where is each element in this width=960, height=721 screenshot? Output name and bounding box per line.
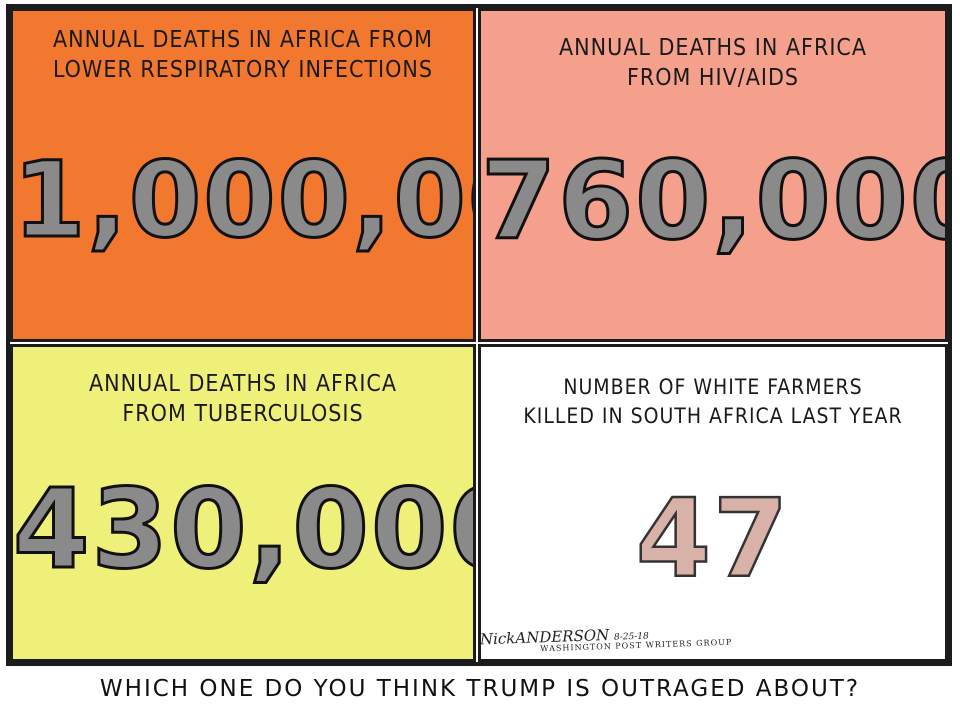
panel-respiratory: ANNUAL DEATHS IN AFRICA FROM LOWER RESPI… — [10, 8, 476, 342]
panel-hiv-aids: ANNUAL DEATHS IN AFRICA FROM HIV/AIDS 76… — [478, 8, 948, 342]
panel-caption: ANNUAL DEATHS IN AFRICA FROM LOWER RESPI… — [52, 27, 434, 83]
panel-caption: NUMBER OF WHITE FARMERS KILLED IN SOUTH … — [523, 375, 903, 428]
panel-number: 760,000 — [481, 138, 948, 266]
panel-number: 430,000 — [13, 464, 473, 595]
bottom-caption: WHICH ONE DO YOU THINK TRUMP IS OUTRAGED… — [99, 676, 861, 702]
comic-frame — [6, 4, 952, 666]
panel-caption: ANNUAL DEATHS IN AFRICA FROM TUBERCULOSI… — [88, 371, 398, 427]
panel-tuberculosis: ANNUAL DEATHS IN AFRICA FROM TUBERCULOSI… — [10, 344, 476, 662]
panel-white-farmers: NUMBER OF WHITE FARMERS KILLED IN SOUTH … — [478, 344, 948, 662]
panel-number: 47 — [635, 476, 791, 604]
panel-caption: ANNUAL DEATHS IN AFRICA FROM HIV/AIDS — [558, 35, 868, 91]
panel-number: 1,000,000 — [13, 138, 473, 263]
